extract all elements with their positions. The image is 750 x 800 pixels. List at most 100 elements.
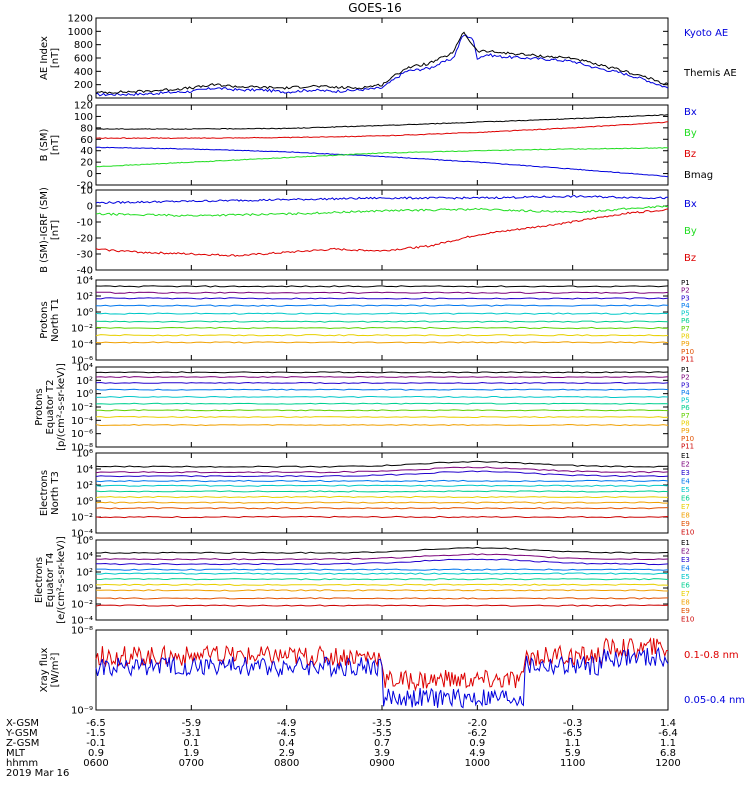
row-value: 1.9 xyxy=(183,748,199,759)
panel-bigrf: -40 -30 -20 -10 0 10 B (SM)-IGRF (SM) [nT] Bx By B… xyxy=(39,186,697,277)
row-value: -0.3 xyxy=(563,718,583,729)
legend-p6: P6 xyxy=(681,404,690,412)
y-tick-label: 10⁻² xyxy=(71,513,93,524)
y-tick-label: 10⁴ xyxy=(76,465,93,476)
y-axis-label: [W/m²] xyxy=(50,652,61,687)
channel-line-e4 xyxy=(96,568,669,571)
legend-bmag: Bmag xyxy=(684,170,713,181)
y-tick-label: 10⁴ xyxy=(76,552,93,563)
row-value: 1200 xyxy=(655,758,680,769)
channel-line-e7 xyxy=(95,583,669,586)
series-line-kyoto-ae xyxy=(95,34,669,97)
legend-e8: E8 xyxy=(681,598,690,606)
y-tick-label: 10² xyxy=(76,568,93,579)
y-tick-label: 120 xyxy=(74,101,93,112)
y-tick-label: 10⁰ xyxy=(76,497,93,508)
row-value: 0.9 xyxy=(469,738,485,749)
channel-line-p3 xyxy=(95,297,669,300)
y-tick-label: 10⁰ xyxy=(76,584,93,595)
row-value: -0.1 xyxy=(86,738,106,749)
xray-line-1 xyxy=(95,646,669,709)
channel-line-p7 xyxy=(95,326,668,330)
legend-e1: E1 xyxy=(681,452,690,460)
y-tick-label: 800 xyxy=(74,40,93,51)
series-line-bx xyxy=(95,146,669,178)
xray-line-0 xyxy=(95,637,669,692)
legend-p8: P8 xyxy=(681,333,690,341)
y-tick-label: -10 xyxy=(77,218,93,229)
row-value: 0800 xyxy=(274,758,299,769)
channel-line-e1 xyxy=(96,546,669,554)
row-value: 0.1 xyxy=(183,738,199,749)
plot-title: GOES-16 xyxy=(348,1,402,15)
y-tick-label: 1200 xyxy=(68,14,93,25)
legend-e6: E6 xyxy=(681,581,690,589)
panel-xray: 10⁻⁹ 10⁻⁸ Xray flux [W/m²] 0.1-0.8 nm 0.05-0.… xyxy=(39,626,745,717)
panel-frame xyxy=(95,189,669,271)
legend-e10: E10 xyxy=(681,615,694,623)
row-value: -3.5 xyxy=(372,718,392,729)
row-value: -1.5 xyxy=(86,728,106,739)
legend-p11: P11 xyxy=(681,355,694,363)
y-tick-label: 10² xyxy=(76,292,93,303)
row-value: -3.1 xyxy=(182,728,202,739)
channel-line-p7 xyxy=(95,409,669,412)
y-tick-label: 0 xyxy=(87,169,93,180)
legend-e10: E10 xyxy=(681,528,694,536)
panel-pequator: 10⁻⁸ 10⁻⁶ 10⁻⁴ 10⁻² 10⁰ 10² 10⁴ Protons Equator … xyxy=(34,363,694,454)
y-axis-label: [nT] xyxy=(50,220,61,240)
y-tick-label: 10⁻⁴ xyxy=(71,416,93,427)
row-label-mlt: MLT xyxy=(6,748,26,759)
row-value: 6.8 xyxy=(660,748,676,759)
legend-p3: P3 xyxy=(681,381,690,389)
row-value: 0900 xyxy=(369,758,394,769)
y-axis-label: Electrons xyxy=(39,470,50,516)
y-tick-label: 10⁰ xyxy=(76,389,93,400)
y-tick-label: -20 xyxy=(77,234,93,245)
y-tick-label: 10⁻² xyxy=(71,324,93,335)
legend-e7: E7 xyxy=(681,590,690,598)
channel-line-e5 xyxy=(95,572,669,575)
y-tick-label: 10⁰ xyxy=(76,308,93,319)
row-value: 1000 xyxy=(465,758,490,769)
y-axis-label: North T1 xyxy=(50,298,61,342)
legend-e6: E6 xyxy=(681,494,690,502)
channel-line-p6 xyxy=(95,402,669,405)
panel-frame xyxy=(95,104,669,186)
channel-line-p3 xyxy=(95,381,669,385)
row-value: -4.5 xyxy=(277,728,297,739)
y-axis-label: Xray flux xyxy=(39,648,50,693)
channel-line-e6 xyxy=(95,490,669,493)
y-tick-label: -40 xyxy=(77,266,93,277)
panel-ae: 0 200 400 600 800 1000 1200 AE Index [nT] Kyoto A… xyxy=(39,14,737,105)
channel-line-e8 xyxy=(95,589,669,592)
legend-e5: E5 xyxy=(681,486,690,494)
channel-line-e8 xyxy=(95,501,668,504)
row-value: -6.4 xyxy=(658,728,678,739)
y-tick-label: 10⁻⁴ xyxy=(71,529,93,540)
y-tick-label: -20 xyxy=(77,181,93,192)
legend-by: By xyxy=(684,226,697,237)
legend-p7: P7 xyxy=(681,412,690,420)
channel-line-p2 xyxy=(95,291,669,294)
legend-p3: P3 xyxy=(681,294,690,302)
legend-e4: E4 xyxy=(681,564,690,572)
legend-p8: P8 xyxy=(681,420,690,428)
legend-p5: P5 xyxy=(681,310,690,318)
y-axis-label: B (SM)-IGRF (SM) xyxy=(39,187,50,273)
legend-e8: E8 xyxy=(681,511,690,519)
channel-line-p5 xyxy=(95,395,669,399)
channel-line-e6 xyxy=(95,578,669,581)
y-tick-label: 40 xyxy=(80,146,93,157)
y-tick-label: 10⁻² xyxy=(71,403,93,414)
legend-p2: P2 xyxy=(681,287,690,295)
legend-p6: P6 xyxy=(681,317,690,325)
y-axis-label: AE Index xyxy=(39,36,50,80)
channel-line-p9 xyxy=(95,423,669,427)
legend-bz: Bz xyxy=(684,149,696,160)
y-tick-label: 10⁶ xyxy=(76,449,93,460)
y-tick-label: 10⁴ xyxy=(76,276,93,287)
legend-p7: P7 xyxy=(681,325,690,333)
row-value: -5.9 xyxy=(182,718,202,729)
channel-line-e5 xyxy=(95,484,669,487)
